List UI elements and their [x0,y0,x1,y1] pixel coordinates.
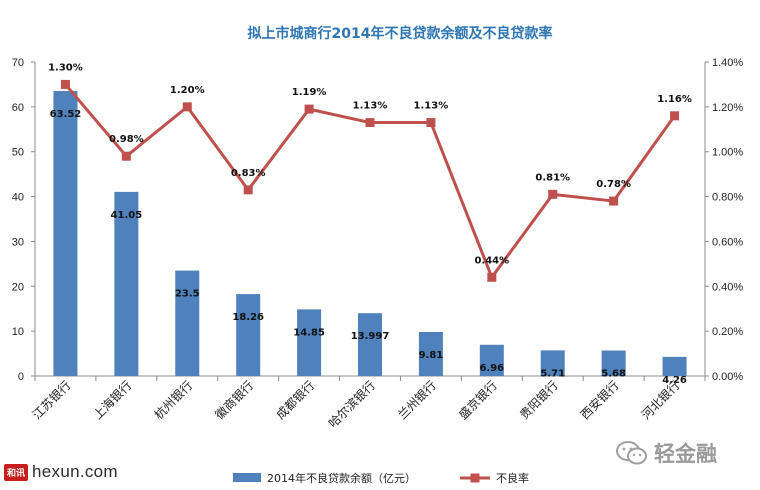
line-marker [487,272,497,282]
line-value-label: 0.81% [535,172,570,183]
legend-line-label: 不良率 [496,471,529,485]
line-marker [60,79,70,89]
x-category-label: 徽商银行 [212,378,257,423]
legend-bar-label: 2014年不良贷款余额（亿元） [267,471,416,485]
bar-value-label: 63.52 [50,109,82,120]
x-category-label: 哈尔滨银行 [325,378,378,431]
plot-area: 0 10 20 30 40 50 60 70 0.00% 0.20% 0.40% 0.60% 0.80%… [12,57,744,431]
line-marker [670,111,680,121]
bar-value-label: 6.96 [479,363,504,374]
x-category-label: 贵阳银行 [517,378,561,422]
x-category-label: 兰州银行 [395,378,439,422]
wechat-watermark: 轻金融 [616,438,717,468]
y-right-tick-label: 0.20% [712,326,743,338]
y-left-tick-label: 70 [12,57,24,69]
bar-value-label: 41.05 [111,210,143,221]
y-left-tick-label: 0 [18,371,24,383]
legend-line-marker [470,473,480,483]
bar-value-label: 13.997 [351,331,390,342]
y-right-tick-label: 0.00% [712,371,743,383]
chart-title: 拟上市城商行2014年不良贷款余额及不良贷款率 [248,25,553,42]
x-category-label: 盛京银行 [455,378,500,423]
bar [358,313,382,376]
x-category-label: 河北银行 [639,378,683,422]
y-left-tick-label: 20 [12,281,24,293]
bar [297,309,322,376]
bar-value-label: 23.5 [175,289,200,300]
line-marker [182,102,192,112]
legend: 2014年不良贷款余额（亿元） 不良率 [233,471,529,485]
x-category-label: 成都银行 [273,378,317,422]
y-right-tick-label: 1.40% [712,57,743,69]
y-right-tick-label: 1.00% [712,147,743,159]
x-category-label: 西安银行 [577,378,622,423]
line-marker [365,118,375,128]
y-left-tick-label: 10 [12,326,24,338]
x-category-label: 江苏银行 [30,378,74,422]
watermark-text: 轻金融 [654,442,717,466]
line-value-label: 1.20% [170,85,205,96]
line-value-label: 1.16% [657,94,692,105]
line-value-label: 1.13% [414,101,449,112]
hexun-site-text: hexun.com [32,462,118,481]
x-category-label: 杭州银行 [151,378,196,423]
hexun-brand: 和讯 hexun.com [4,461,118,483]
y-left-tick-label: 40 [12,192,24,204]
y-left-tick-label: 30 [12,236,24,248]
y-left-tick-label: 50 [12,147,24,159]
bar [601,350,626,376]
bar-value-label: 5.68 [601,369,626,380]
bar [114,191,139,376]
bar [236,294,261,376]
line-value-label: 0.98% [109,134,144,145]
bar [418,331,443,376]
line-value-label: 1.13% [353,101,388,112]
line-value-label: 1.19% [292,87,327,98]
bar [175,270,200,376]
line-series-rate [64,83,676,279]
bar [479,344,504,376]
bar-value-label: 18.26 [232,312,264,323]
bar [53,91,78,376]
line-marker [609,196,619,206]
bar [540,350,565,376]
y-right-tick-label: 0.80% [712,192,743,204]
line-value-label: 0.78% [596,179,631,190]
bar-value-label: 4.26 [662,375,687,386]
line-value-label: 0.83% [231,168,266,179]
bar-value-label: 5.71 [540,368,565,379]
hexun-logo: 和讯 [4,463,29,481]
line-value-label: 1.30% [48,62,83,73]
bar-value-label: 9.81 [419,350,444,361]
x-category-label: 上海银行 [90,378,135,423]
line-value-label: 0.44% [474,255,509,266]
line-marker [426,118,436,128]
y-right-tick-label: 0.40% [712,281,743,293]
y-right-tick-label: 1.20% [712,102,743,114]
wechat-icon [616,441,647,465]
y-right-tick-label: 0.60% [712,236,743,248]
bar-value-label: 14.85 [293,327,325,338]
line-marker [243,185,253,195]
line-marker [121,151,131,161]
line-marker [548,189,558,199]
line-marker [304,104,314,114]
y-left-tick-label: 60 [12,102,24,114]
bar [662,356,687,376]
legend-bar-swatch [233,473,261,482]
